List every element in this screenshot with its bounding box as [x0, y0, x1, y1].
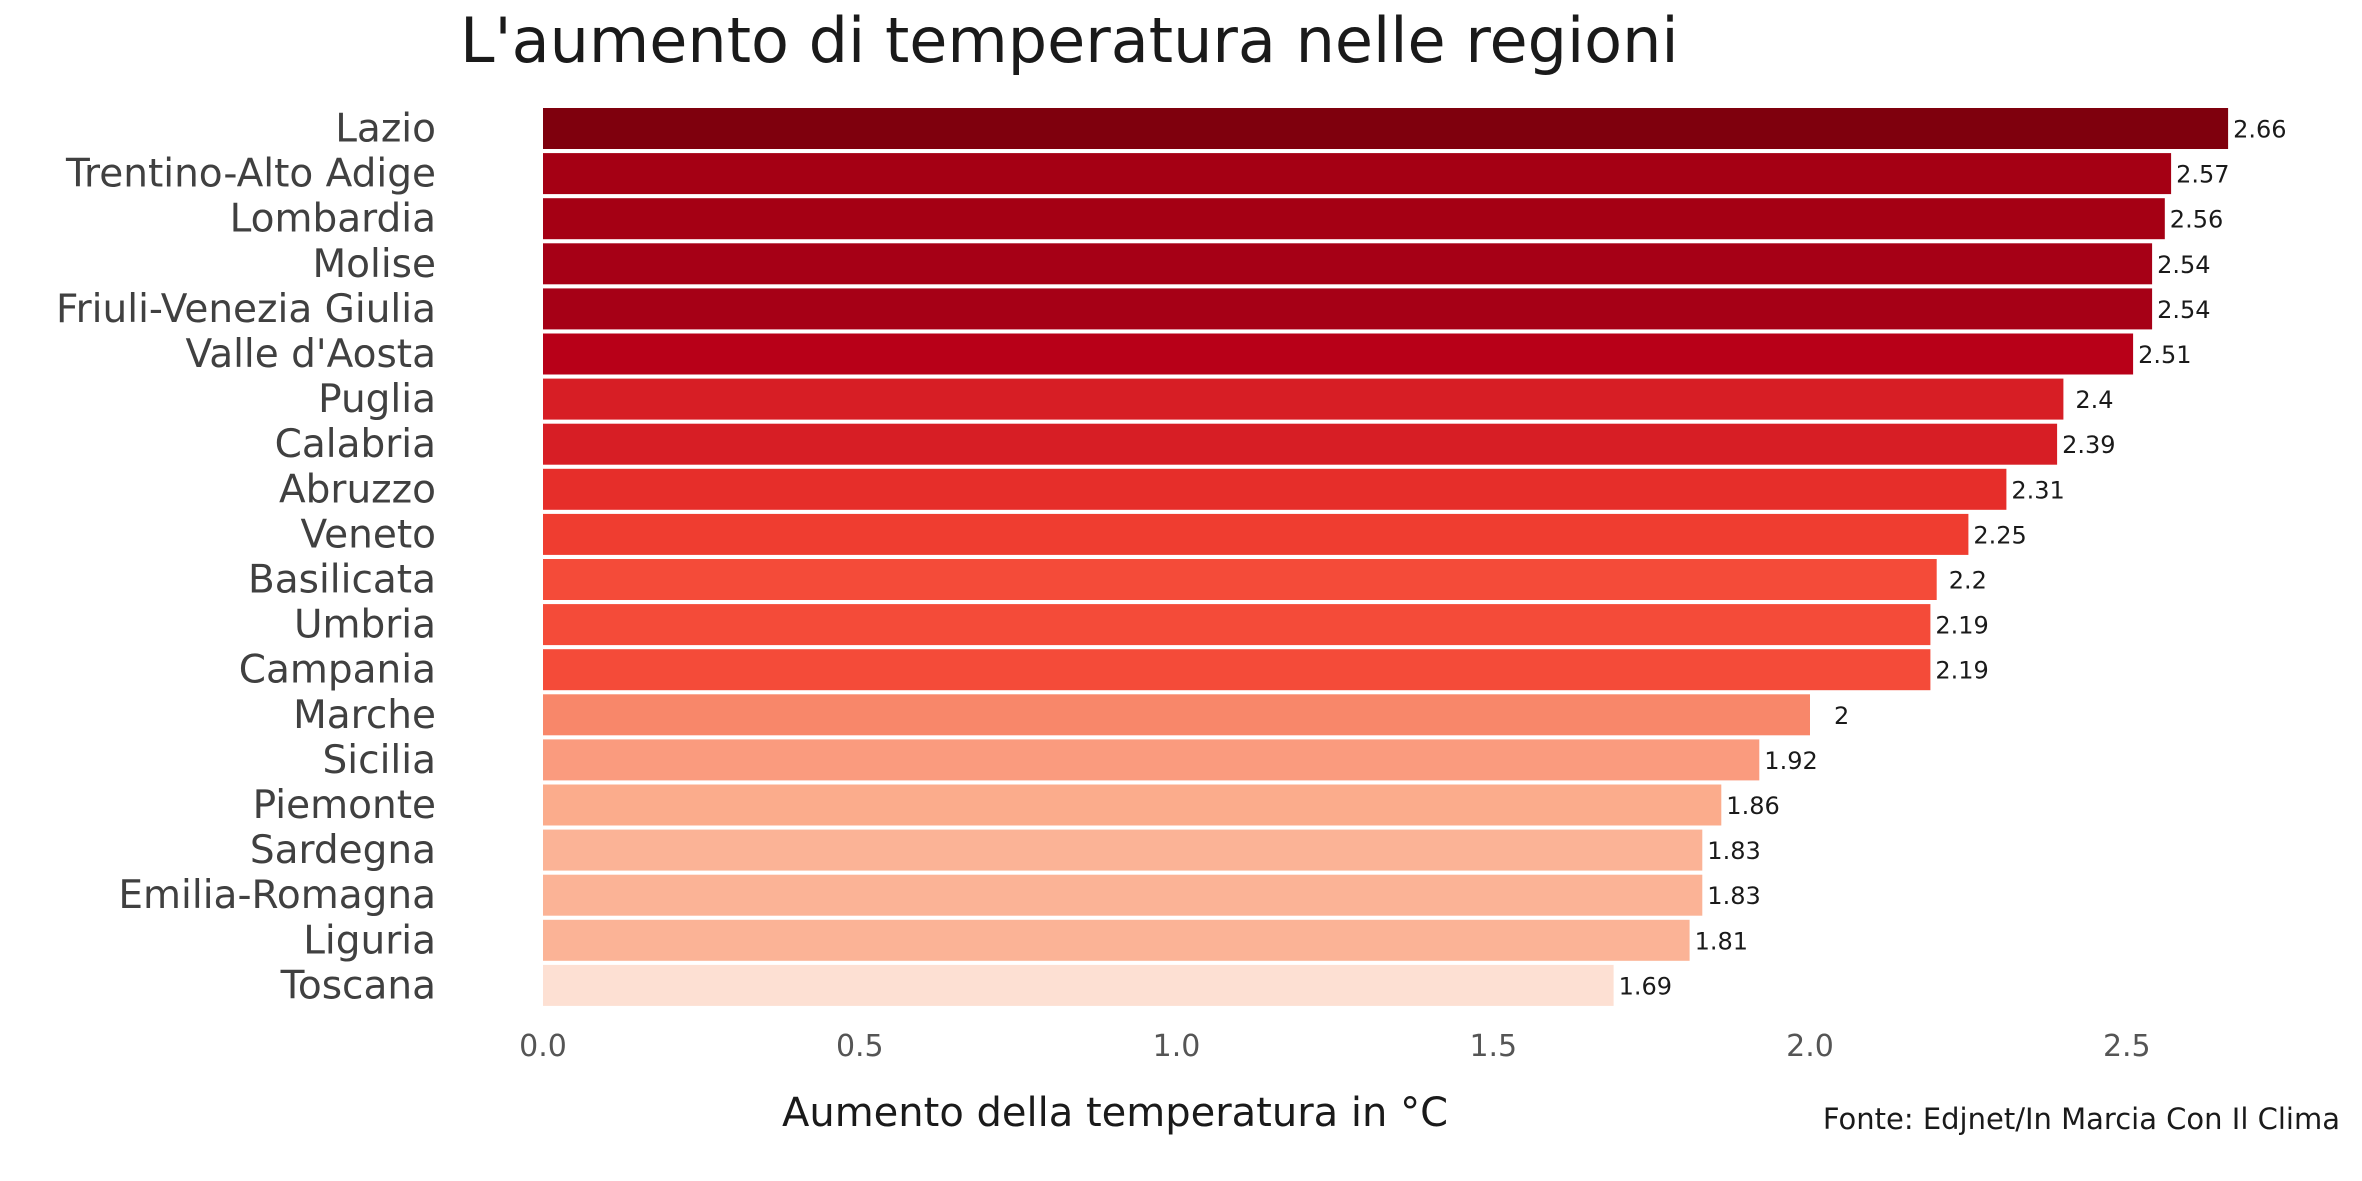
category-label: Calabria [275, 422, 436, 467]
bar-veneto [543, 513, 1969, 555]
bar-lombardia [543, 198, 2165, 240]
bar-emilia-romagna [543, 874, 1703, 916]
bar-sardegna [543, 829, 1703, 871]
x-tick-label: 2.0 [1786, 1029, 1834, 1064]
x-tick-label: 1.0 [1153, 1029, 1201, 1064]
value-label: 2.54 [2157, 251, 2210, 279]
value-label: 1.92 [1764, 747, 1817, 775]
value-label: 1.83 [1707, 882, 1760, 910]
value-label: 2 [1834, 702, 1849, 730]
value-label: 2.51 [2138, 341, 2191, 369]
bar-abruzzo [543, 468, 2007, 510]
value-label: 2.66 [2233, 116, 2286, 144]
bar-campania [543, 649, 1931, 691]
category-label: Basilicata [248, 558, 436, 603]
chart-title: L'aumento di temperatura nelle regioni [460, 4, 1679, 77]
bar-piemonte [543, 784, 1722, 826]
category-label: Emilia-Romagna [118, 873, 436, 918]
value-label: 1.83 [1707, 837, 1760, 865]
x-axis-ticks: 0.0 0.5 1.0 1.5 2.0 2.5 [519, 1029, 2151, 1064]
category-label: Marche [293, 693, 436, 738]
x-tick-label: 2.5 [2103, 1029, 2151, 1064]
value-labels: 2.662.57 2.56 2.54 2.54 2.51 2.4 2.39 2.31 2.25 2… [1619, 116, 2287, 1001]
value-label: 2.31 [2011, 476, 2064, 504]
source-caption: Fonte: Edjnet/In Marcia Con Il Clima [1823, 1102, 2340, 1136]
x-tick-label: 0.0 [519, 1029, 567, 1064]
bar-puglia [543, 378, 2064, 420]
bar-trentino-alto-adige [543, 153, 2172, 195]
category-label: Veneto [300, 512, 436, 557]
value-label: 2.39 [2062, 431, 2115, 459]
bars-layer [543, 108, 2229, 1006]
bar-marche [543, 694, 1810, 736]
bar-umbria [543, 604, 1931, 646]
category-label: Molise [313, 242, 437, 287]
x-tick-label: 1.5 [1469, 1029, 1517, 1064]
value-label: 2.56 [2170, 206, 2223, 234]
bar-liguria [543, 919, 1690, 961]
category-label: Sardegna [250, 828, 436, 873]
bar-valle-d-aosta [543, 333, 2134, 375]
value-label: 2.19 [1935, 612, 1988, 640]
bar-sicilia [543, 739, 1760, 781]
value-label: 2.25 [1973, 521, 2026, 549]
category-label: Lazio [335, 107, 436, 152]
category-label: Sicilia [323, 738, 436, 783]
category-label: Friuli-Venezia Giulia [56, 287, 436, 332]
bar-toscana [543, 964, 1614, 1006]
category-label: Puglia [318, 377, 436, 422]
category-label: Trentino-Alto Adige [65, 152, 436, 197]
value-label: 1.86 [1726, 792, 1779, 820]
category-label: Liguria [303, 918, 436, 963]
value-label: 2.2 [1949, 567, 1987, 595]
value-label: 2.54 [2157, 296, 2210, 324]
bar-basilicata [543, 559, 1937, 600]
category-label: Valle d'Aosta [186, 332, 436, 377]
category-label: Campania [239, 648, 436, 693]
x-tick-label: 0.5 [836, 1029, 884, 1064]
category-label: Piemonte [253, 783, 436, 828]
category-label: Umbria [294, 603, 436, 648]
value-label: 2.4 [2075, 386, 2113, 414]
category-label: Toscana [280, 963, 436, 1008]
category-label: Lombardia [230, 197, 436, 242]
value-label: 2.57 [2176, 161, 2229, 189]
bar-friuli-venezia-giulia [543, 288, 2153, 330]
bar-molise [543, 243, 2153, 285]
value-label: 1.81 [1695, 927, 1748, 955]
x-axis-title: Aumento della temperatura in °C [782, 1090, 1448, 1136]
bar-lazio [543, 108, 2229, 149]
value-label: 2.19 [1935, 657, 1988, 685]
category-label: Abruzzo [279, 467, 436, 512]
value-label: 1.69 [1619, 972, 1672, 1000]
bar-calabria [543, 423, 2058, 465]
